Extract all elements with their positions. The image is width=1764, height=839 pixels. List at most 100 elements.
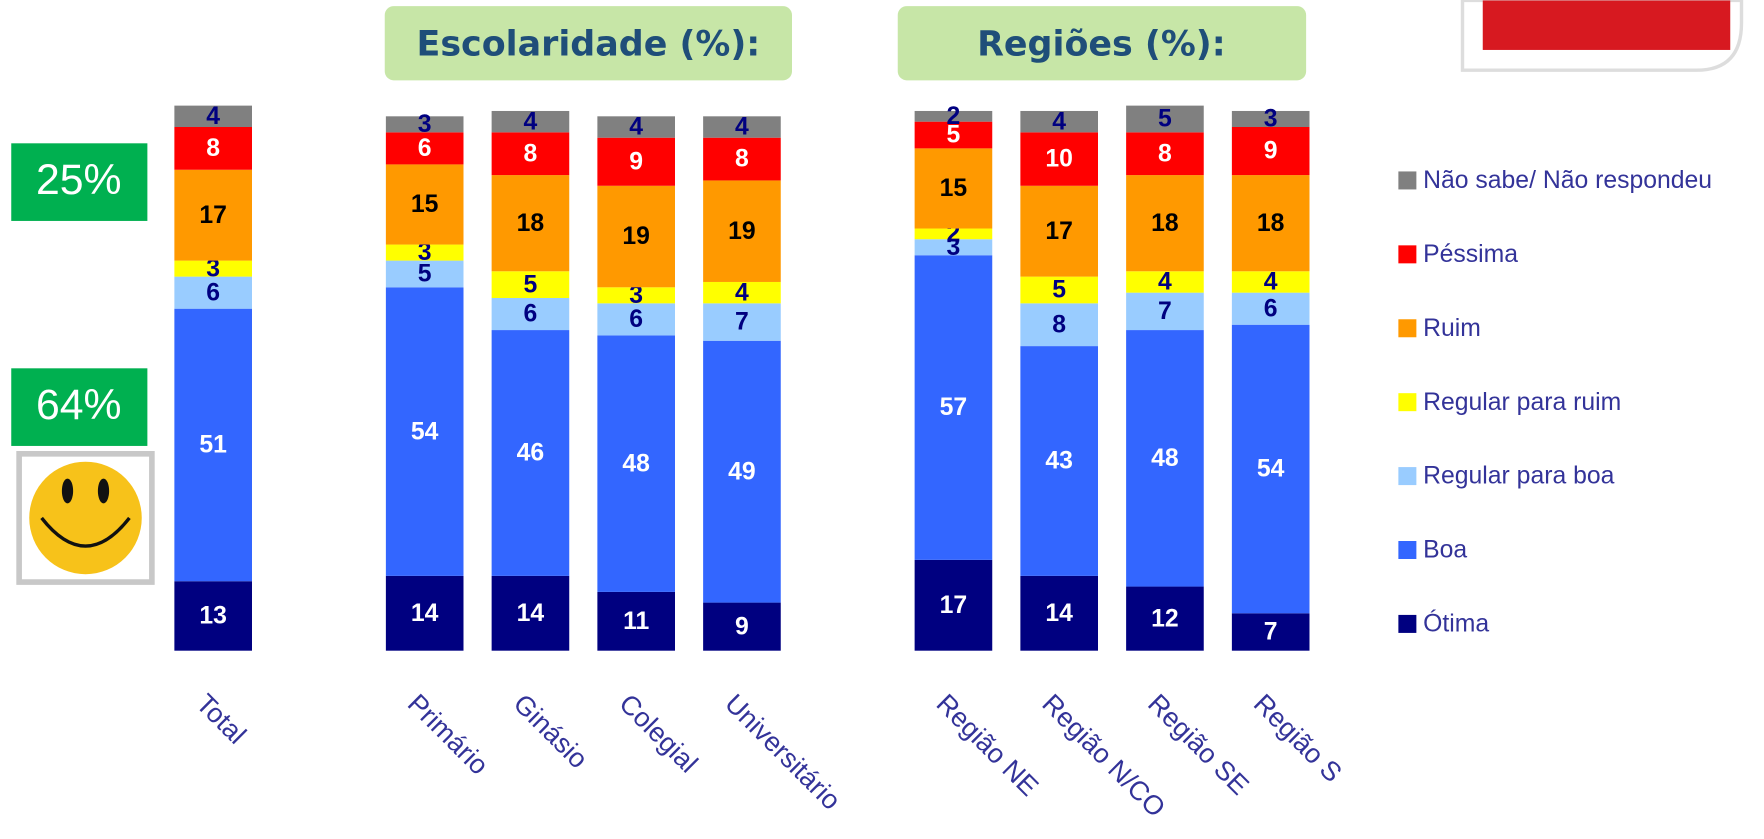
bar-segment xyxy=(1231,175,1310,272)
bar-segment xyxy=(491,575,570,651)
data-label: 14 xyxy=(517,600,545,627)
bar-segment xyxy=(1126,586,1204,651)
bar-segment xyxy=(1231,292,1310,325)
bar-segment xyxy=(491,110,570,133)
data-label: 2 xyxy=(947,103,961,130)
x-tick-label: Primário xyxy=(402,688,494,780)
legend-label: Regular para boa xyxy=(1423,463,1614,490)
data-label: 11 xyxy=(623,608,649,635)
smiley xyxy=(16,451,155,585)
legend-label: Ruim xyxy=(1423,315,1481,342)
data-label: 4 xyxy=(735,279,749,306)
bar-segment xyxy=(174,308,252,582)
legend-label: Boa xyxy=(1423,537,1467,564)
legend-label: Péssima xyxy=(1423,241,1518,268)
data-label: 15 xyxy=(411,191,439,218)
data-label: 3 xyxy=(947,234,961,261)
bar-segment xyxy=(914,228,993,240)
bar-segment xyxy=(1231,324,1310,614)
data-label: 12 xyxy=(1151,605,1179,632)
data-label: 5 xyxy=(947,122,961,149)
bar-segment xyxy=(1231,127,1310,176)
data-label: 5 xyxy=(1158,106,1172,133)
data-label: 6 xyxy=(206,279,220,306)
data-label: 15 xyxy=(940,175,968,202)
data-label: 49 xyxy=(728,458,756,485)
data-label: 13 xyxy=(199,603,227,630)
data-label: 4 xyxy=(735,114,749,141)
bar-segment xyxy=(174,169,252,261)
bar-segment xyxy=(491,132,570,176)
bar-segment xyxy=(1126,330,1204,587)
bar-segment xyxy=(491,330,570,576)
bar-segment xyxy=(385,132,464,165)
data-label: 3 xyxy=(1264,106,1278,133)
bar-segment xyxy=(1126,292,1204,331)
bar-segment xyxy=(385,287,464,576)
data-label: 48 xyxy=(622,450,650,477)
bar-segment xyxy=(703,303,781,341)
data-label: 9 xyxy=(1264,138,1278,165)
legend-label: Não sabe/ Não respondeu xyxy=(1423,167,1712,194)
bar-segment xyxy=(385,244,464,261)
bar-segment xyxy=(491,175,570,272)
bar-segment xyxy=(914,255,993,560)
data-label: 9 xyxy=(735,613,749,640)
legend-swatch xyxy=(1398,171,1417,190)
x-tick-label: Região NE xyxy=(931,688,1045,802)
data-label: 8 xyxy=(524,140,538,167)
data-label: 17 xyxy=(199,202,227,229)
bar-segment xyxy=(597,185,675,288)
bar-segment xyxy=(703,137,781,181)
bar-segment xyxy=(174,127,252,170)
data-label: 7 xyxy=(1264,619,1278,646)
bar-segment xyxy=(1020,132,1098,186)
bar-segment xyxy=(597,116,675,138)
bar-segment xyxy=(385,164,464,245)
data-label: 10 xyxy=(1045,146,1073,173)
bar-segment xyxy=(1126,132,1204,176)
x-tick-label: Região SE xyxy=(1142,688,1254,800)
bar-segment xyxy=(597,303,675,336)
data-label: 8 xyxy=(1052,311,1066,338)
bar-segment xyxy=(914,121,993,149)
bar-segment xyxy=(703,116,781,138)
legend-swatch xyxy=(1398,541,1417,559)
bar-segment xyxy=(1020,110,1098,133)
bar-segment xyxy=(1231,271,1310,293)
summary-text: 64% xyxy=(36,381,122,429)
legend-swatch xyxy=(1398,614,1417,633)
bar-segment xyxy=(1020,303,1098,347)
bar-segment xyxy=(1020,276,1098,304)
data-label: 8 xyxy=(1158,140,1172,167)
x-tick-label: Total xyxy=(190,688,252,750)
data-label: 6 xyxy=(1264,295,1278,322)
photo xyxy=(1482,0,1731,50)
header-title: Escolaridade (%): xyxy=(417,24,761,64)
bar-segment xyxy=(385,575,464,651)
data-label: 14 xyxy=(411,600,439,627)
data-label: 7 xyxy=(1158,298,1172,325)
bar-segment xyxy=(703,602,781,651)
data-label: 4 xyxy=(1158,269,1172,296)
data-label: 3 xyxy=(418,111,432,138)
bar-segment xyxy=(597,287,675,304)
data-label: 3 xyxy=(629,282,643,309)
bar-segment xyxy=(385,260,464,288)
bar-segment xyxy=(385,116,464,133)
data-label: 9 xyxy=(629,148,643,175)
data-label: 54 xyxy=(411,418,439,445)
data-label: 4 xyxy=(206,103,220,130)
data-label: 6 xyxy=(629,306,643,333)
bar-segment xyxy=(914,239,993,256)
legend-label: Regular para ruim xyxy=(1423,389,1621,416)
bar-segment xyxy=(703,180,781,282)
bar-segment xyxy=(491,271,570,298)
bar-segment xyxy=(1126,175,1204,272)
data-label: 51 xyxy=(199,432,227,459)
header-title: Regiões (%): xyxy=(977,24,1226,64)
data-label: 6 xyxy=(524,301,538,328)
x-tick-label: Ginásio xyxy=(508,688,594,774)
